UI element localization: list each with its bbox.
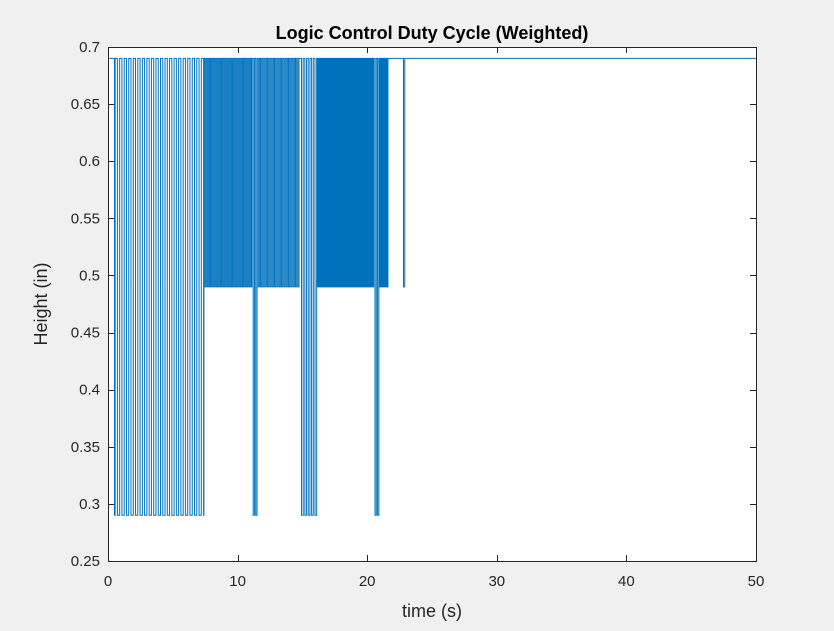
y-tick-label: 0.25 [71,553,100,570]
y-tick-label: 0.3 [79,496,100,513]
x-tick-label: 40 [618,573,635,590]
y-tick-label: 0.4 [79,382,100,399]
series-line [108,57,756,516]
y-tick-label: 0.55 [71,210,100,227]
data-layer [108,57,756,516]
x-tick-label: 10 [229,573,246,590]
y-tick-label: 0.7 [79,39,100,56]
y-tick-label: 0.35 [71,439,100,456]
x-tick-label: 30 [488,573,505,590]
y-axis-label: Height (in) [31,262,51,345]
x-tick-label: 0 [104,573,112,590]
axes-box [108,47,757,562]
y-tick-label: 0.65 [71,96,100,113]
x-tick-label: 20 [359,573,376,590]
y-tick-label: 0.5 [79,267,100,284]
x-tick-label: 50 [748,573,765,590]
y-tick-label: 0.6 [79,153,100,170]
ticks: 0 10 20 30 40 50 0.25 0.3 0.35 0.4 0.45 0.5 0.55 0.6 0… [71,39,765,590]
chart-title: Logic Control Duty Cycle (Weighted) [276,23,589,43]
x-axis-label: time (s) [402,601,462,621]
y-tick-label: 0.45 [71,325,100,342]
